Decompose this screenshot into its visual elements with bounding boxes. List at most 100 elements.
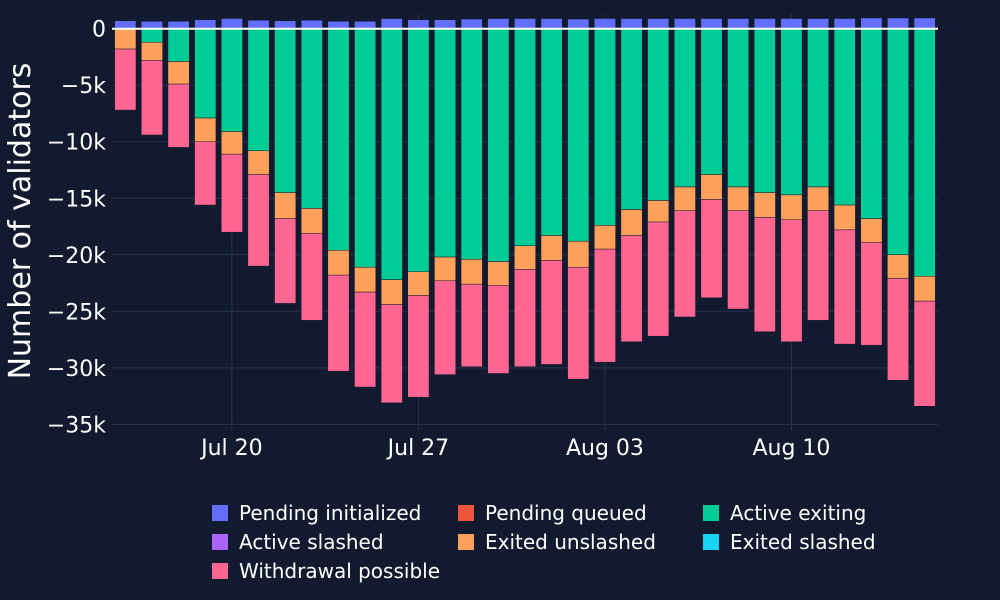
bar-active-exiting (407, 28, 430, 272)
bar-active-exiting (220, 28, 243, 132)
bar-active-exiting (380, 28, 403, 280)
bar-pending-initialized (220, 18, 243, 29)
bar-active-exiting (274, 28, 297, 193)
bar-exited-unslashed (540, 235, 563, 261)
bar-withdrawal-possible (887, 278, 909, 381)
legend-swatch (458, 505, 474, 521)
bar-active-exiting (434, 28, 456, 258)
bar-pending-initialized (114, 20, 137, 29)
legend-label: Pending queued (485, 501, 647, 525)
bar-withdrawal-possible (407, 295, 430, 398)
bar-pending-initialized (780, 18, 803, 29)
bar-pending-initialized (167, 21, 190, 29)
bar-pending-initialized (247, 19, 270, 29)
bar-withdrawal-possible (780, 219, 803, 343)
bar-pending-initialized (833, 18, 856, 29)
legend-item[interactable]: Exited unslashed (458, 530, 656, 554)
bar-active-exiting (913, 28, 936, 277)
bar-exited-unslashed (380, 279, 403, 305)
legend-item[interactable]: Active exiting (703, 501, 866, 525)
bar-active-exiting (141, 28, 163, 43)
bar-withdrawal-possible (860, 242, 883, 346)
legend-item[interactable]: Exited slashed (703, 530, 876, 554)
legend-item[interactable]: Pending initialized (212, 501, 421, 525)
bar-active-exiting (567, 28, 590, 242)
bar-exited-unslashed (274, 192, 297, 219)
bar-withdrawal-possible (247, 174, 270, 267)
bar-exited-unslashed (514, 245, 536, 270)
legend-label: Active exiting (730, 501, 866, 525)
bar-pending-initialized (460, 18, 483, 29)
bar-active-exiting (514, 28, 536, 246)
legend: Pending initialized Pending queued Active … (212, 501, 876, 583)
bar-exited-unslashed (247, 150, 270, 175)
legend-swatch (703, 534, 719, 550)
bar-withdrawal-possible (913, 300, 936, 407)
y-tick-label: −20k (47, 244, 106, 269)
bar-active-exiting (807, 28, 830, 188)
legend-label: Exited unslashed (485, 530, 656, 554)
bar-withdrawal-possible (807, 210, 830, 321)
bar-active-exiting (780, 28, 803, 196)
y-tick-label: −35k (47, 413, 106, 438)
bar-pending-initialized (327, 21, 350, 29)
bar-pending-initialized (753, 18, 776, 29)
bar-withdrawal-possible (380, 304, 403, 404)
y-tick-label: −15k (47, 187, 106, 212)
bar-pending-initialized (620, 18, 643, 29)
legend-label: Pending initialized (239, 501, 421, 525)
legend-item[interactable]: Pending queued (458, 501, 647, 525)
bar-active-exiting (727, 28, 750, 188)
y-tick-label: −25k (47, 300, 106, 325)
bar-exited-unslashed (620, 209, 643, 236)
bar-active-exiting (460, 28, 483, 260)
bar-exited-unslashed (594, 225, 616, 250)
bar-withdrawal-possible (540, 260, 563, 365)
bar-pending-initialized (274, 20, 297, 29)
bar-pending-initialized (807, 18, 830, 29)
bar-exited-unslashed (673, 186, 696, 211)
legend-item[interactable]: Active slashed (212, 530, 384, 554)
bar-exited-unslashed (700, 174, 723, 200)
bar-withdrawal-possible (220, 153, 243, 233)
bar-exited-unslashed (220, 131, 243, 155)
bar-pending-initialized (540, 18, 563, 29)
bar-active-exiting (540, 28, 563, 236)
bar-withdrawal-possible (167, 83, 190, 148)
bar-pending-initialized (673, 18, 696, 29)
bar-pending-initialized (887, 17, 909, 29)
bar-withdrawal-possible (487, 285, 510, 374)
bar-withdrawal-possible (833, 229, 856, 345)
bar-withdrawal-possible (620, 235, 643, 343)
legend-label: Active slashed (239, 530, 384, 554)
bar-exited-unslashed (114, 28, 137, 50)
bar-active-exiting (860, 28, 883, 219)
bar-active-exiting (194, 28, 217, 119)
bar-exited-unslashed (913, 276, 936, 302)
bar-active-exiting (673, 28, 696, 188)
bar-withdrawal-possible (327, 274, 350, 372)
legend-item[interactable]: Withdrawal possible (212, 559, 440, 583)
legend-swatch (212, 505, 228, 521)
bar-withdrawal-possible (514, 269, 536, 367)
bar-pending-initialized (407, 19, 430, 29)
y-axis-title: Number of validators (3, 63, 38, 380)
bar-exited-unslashed (647, 200, 670, 223)
bar-exited-unslashed (327, 250, 350, 276)
bar-exited-unslashed (487, 261, 510, 286)
y-tick-label: −10k (47, 131, 106, 156)
bar-exited-unslashed (141, 42, 163, 61)
legend-swatch (212, 563, 228, 579)
bar-pending-initialized (913, 17, 936, 29)
bar-withdrawal-possible (194, 141, 217, 206)
legend-swatch (458, 534, 474, 550)
bar-exited-unslashed (354, 266, 377, 293)
x-tick-label: Jul 27 (386, 436, 450, 461)
x-tick-label: Jul 20 (199, 436, 263, 461)
bar-active-exiting (354, 28, 377, 268)
bar-pending-initialized (194, 19, 217, 29)
bar-withdrawal-possible (114, 48, 137, 111)
legend-label: Withdrawal possible (239, 559, 440, 583)
bar-active-exiting (753, 28, 776, 193)
bar-active-exiting (700, 28, 723, 175)
